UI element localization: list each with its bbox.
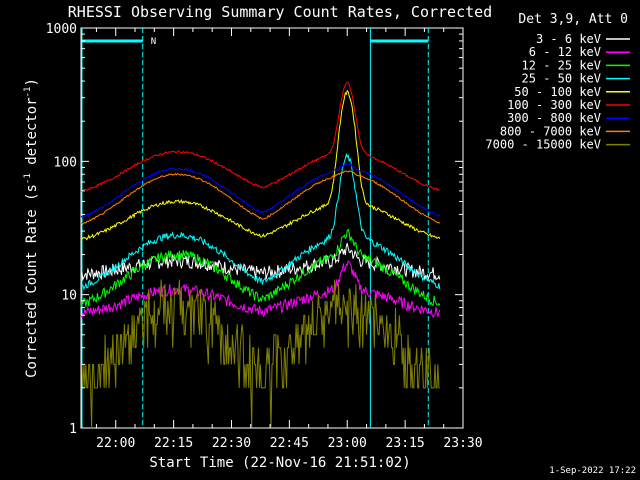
legend-label: 6 - 12 keV xyxy=(529,45,601,59)
series-line xyxy=(80,152,441,291)
legend-label: 7000 - 15000 keV xyxy=(485,138,601,152)
legend-label: 3 - 6 keV xyxy=(536,32,601,46)
y-tick-label: 1000 xyxy=(46,22,77,37)
y-axis-label-end: ) xyxy=(24,78,40,86)
chart-title: RHESSI Observing Summary Count Rates, Co… xyxy=(68,3,492,21)
y-axis-label-sup1: -1 xyxy=(23,173,33,184)
x-tick-label: 22:00 xyxy=(96,436,135,451)
series-line xyxy=(80,89,441,241)
legend-label: 100 - 300 keV xyxy=(507,98,601,112)
series-line xyxy=(80,170,441,225)
legend-label: 25 - 50 keV xyxy=(522,72,601,86)
series-line xyxy=(81,279,440,429)
plot-frame xyxy=(80,27,464,429)
legend-title: Det 3,9, Att 0 xyxy=(518,12,628,27)
night-marker-label: N xyxy=(151,37,156,47)
y-tick-label: 100 xyxy=(54,155,77,170)
series-line xyxy=(80,260,441,320)
vertical-markers: N xyxy=(81,28,429,428)
x-axis: 22:00 22:15 22:30 22:45 23:00 23:15 23:30 xyxy=(95,28,483,451)
legend-label: 12 - 25 keV xyxy=(522,58,601,72)
x-tick-label: 23:15 xyxy=(386,436,425,451)
series-line xyxy=(80,81,440,193)
y-axis-label-main: Corrected Count Rate (s xyxy=(24,184,40,378)
y-axis-label-sup2: -1 xyxy=(23,87,33,98)
y-tick-label: 1 xyxy=(69,422,77,437)
x-tick-label: 22:15 xyxy=(154,436,193,451)
series-line xyxy=(80,228,441,307)
y-axis-label: Corrected Count Rate (s-1 detector-1) xyxy=(23,78,40,378)
legend-label: 800 - 7000 keV xyxy=(500,124,601,138)
y-axis-label-mid: detector xyxy=(24,97,40,173)
y-axis: 1 10 100 1000 xyxy=(46,22,463,437)
legend-label: 300 - 800 keV xyxy=(507,111,601,125)
timestamp: 1-Sep-2022 17:22 xyxy=(549,466,636,476)
y-tick-label: 10 xyxy=(61,289,77,304)
x-axis-label: Start Time (22-Nov-16 21:51:02) xyxy=(149,455,410,471)
legend-label: 50 - 100 keV xyxy=(514,85,601,99)
series-line xyxy=(80,242,441,282)
series-line xyxy=(80,163,441,218)
x-tick-label: 22:45 xyxy=(270,436,309,451)
x-tick-label: 23:30 xyxy=(443,436,482,451)
x-tick-label: 22:30 xyxy=(212,436,251,451)
x-tick-label: 23:00 xyxy=(328,436,367,451)
series-group xyxy=(80,81,441,429)
